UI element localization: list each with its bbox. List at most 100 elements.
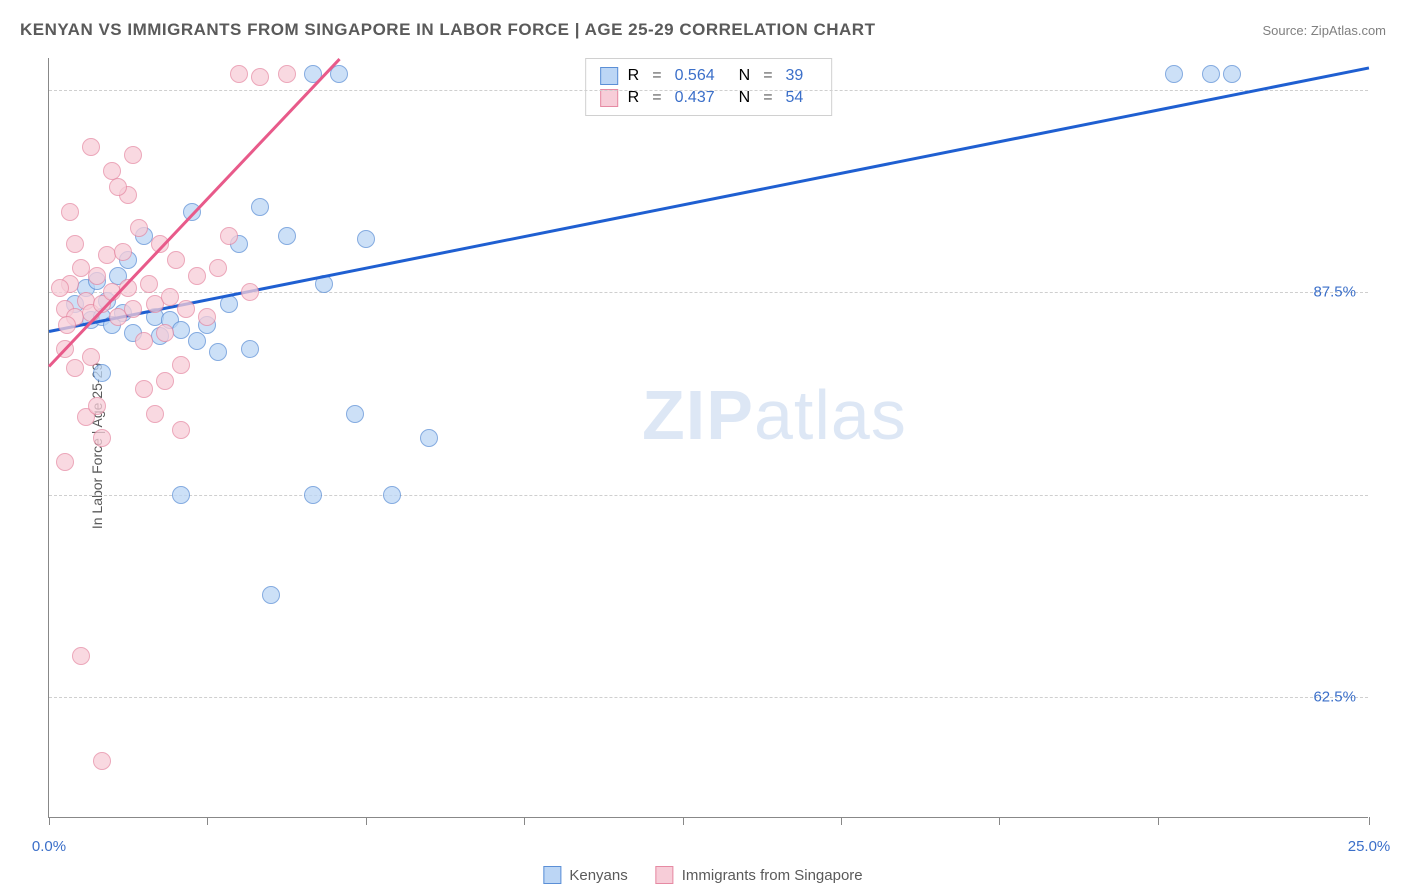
- data-point: [278, 65, 296, 83]
- data-point: [124, 300, 142, 318]
- data-point: [278, 227, 296, 245]
- trend-line: [48, 58, 341, 367]
- data-point: [82, 138, 100, 156]
- chart-title: KENYAN VS IMMIGRANTS FROM SINGAPORE IN L…: [20, 20, 875, 40]
- xtick: [683, 817, 684, 825]
- data-point: [109, 178, 127, 196]
- data-point: [93, 429, 111, 447]
- data-point: [241, 283, 259, 301]
- xtick-label: 25.0%: [1348, 838, 1391, 855]
- data-point: [124, 146, 142, 164]
- swatch-kenyans: [600, 67, 618, 85]
- gridline-h: [49, 90, 1368, 91]
- xtick: [207, 817, 208, 825]
- data-point: [56, 453, 74, 471]
- data-point: [262, 586, 280, 604]
- data-point: [51, 279, 69, 297]
- watermark: ZIPatlas: [642, 375, 907, 455]
- data-point: [241, 340, 259, 358]
- data-point: [230, 65, 248, 83]
- data-point: [304, 486, 322, 504]
- ytick-label: 62.5%: [1313, 688, 1356, 705]
- data-point: [66, 359, 84, 377]
- legend-item-singapore: Immigrants from Singapore: [656, 866, 863, 884]
- xtick: [999, 817, 1000, 825]
- data-point: [156, 372, 174, 390]
- data-point: [58, 316, 76, 334]
- data-point: [135, 380, 153, 398]
- data-point: [172, 321, 190, 339]
- stat-r-value-singapore: 0.437: [675, 89, 715, 107]
- gridline-h: [49, 495, 1368, 496]
- xtick: [49, 817, 50, 825]
- data-point: [172, 356, 190, 374]
- data-point: [88, 267, 106, 285]
- data-point: [220, 227, 238, 245]
- data-point: [93, 752, 111, 770]
- data-point: [188, 332, 206, 350]
- data-point: [251, 198, 269, 216]
- data-point: [209, 259, 227, 277]
- ytick-label: 87.5%: [1313, 284, 1356, 301]
- eq-sign: =: [763, 67, 772, 85]
- xtick: [524, 817, 525, 825]
- xtick: [366, 817, 367, 825]
- plot-area: ZIPatlas R = 0.564 N = 39 R = 0.437 N = …: [48, 58, 1368, 818]
- xtick-label: 0.0%: [32, 838, 66, 855]
- stat-r-label: R: [628, 89, 640, 107]
- data-point: [357, 230, 375, 248]
- stat-n-label: N: [739, 67, 751, 85]
- data-point: [130, 219, 148, 237]
- data-point: [161, 288, 179, 306]
- data-point: [167, 251, 185, 269]
- legend-item-kenyans: Kenyans: [543, 866, 627, 884]
- data-point: [1165, 65, 1183, 83]
- data-point: [209, 343, 227, 361]
- legend-swatch-kenyans: [543, 866, 561, 884]
- data-point: [66, 235, 84, 253]
- data-point: [114, 243, 132, 261]
- watermark-atlas: atlas: [754, 376, 907, 454]
- data-point: [188, 267, 206, 285]
- data-point: [198, 308, 216, 326]
- legend-label-kenyans: Kenyans: [569, 867, 627, 884]
- data-point: [135, 332, 153, 350]
- data-point: [82, 348, 100, 366]
- stat-box: R = 0.564 N = 39 R = 0.437 N = 54: [585, 58, 833, 116]
- data-point: [172, 486, 190, 504]
- data-point: [93, 364, 111, 382]
- xtick: [1158, 817, 1159, 825]
- eq-sign: =: [763, 89, 772, 107]
- stat-n-label: N: [739, 89, 751, 107]
- data-point: [420, 429, 438, 447]
- xtick: [1369, 817, 1370, 825]
- stat-n-value-kenyans: 39: [786, 67, 804, 85]
- legend-swatch-singapore: [656, 866, 674, 884]
- data-point: [1202, 65, 1220, 83]
- eq-sign: =: [652, 67, 661, 85]
- eq-sign: =: [652, 89, 661, 107]
- data-point: [140, 275, 158, 293]
- data-point: [177, 300, 195, 318]
- legend-label-singapore: Immigrants from Singapore: [682, 867, 863, 884]
- data-point: [251, 68, 269, 86]
- stat-row-kenyans: R = 0.564 N = 39: [600, 65, 818, 87]
- chart-source: Source: ZipAtlas.com: [1262, 23, 1386, 38]
- watermark-zip: ZIP: [642, 376, 754, 454]
- data-point: [72, 647, 90, 665]
- data-point: [88, 397, 106, 415]
- data-point: [156, 324, 174, 342]
- data-point: [61, 203, 79, 221]
- data-point: [172, 421, 190, 439]
- bottom-legend: Kenyans Immigrants from Singapore: [543, 866, 862, 884]
- swatch-singapore: [600, 89, 618, 107]
- xtick: [841, 817, 842, 825]
- stat-r-label: R: [628, 67, 640, 85]
- data-point: [346, 405, 364, 423]
- gridline-h: [49, 697, 1368, 698]
- data-point: [146, 405, 164, 423]
- data-point: [1223, 65, 1241, 83]
- stat-r-value-kenyans: 0.564: [675, 67, 715, 85]
- stat-n-value-singapore: 54: [786, 89, 804, 107]
- chart-header: KENYAN VS IMMIGRANTS FROM SINGAPORE IN L…: [20, 20, 1386, 40]
